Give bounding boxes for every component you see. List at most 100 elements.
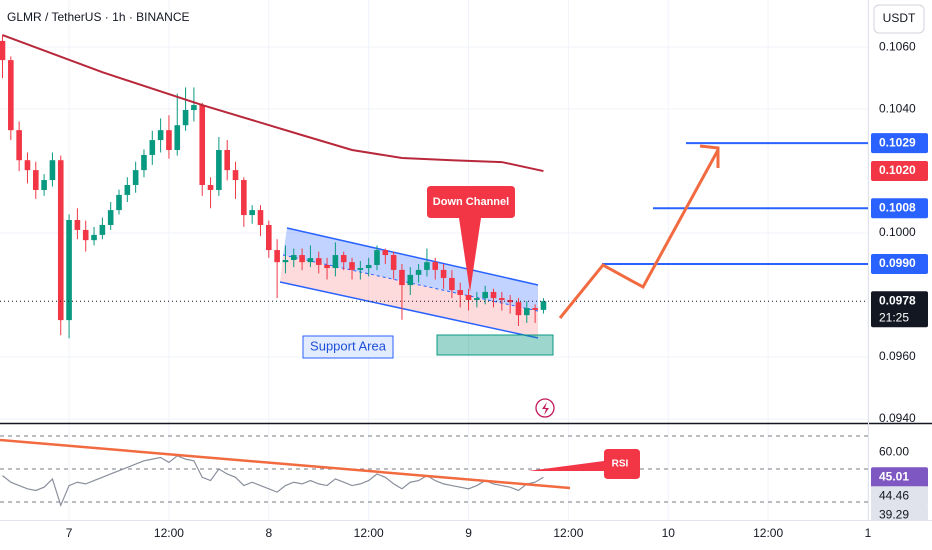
candle-body <box>507 299 513 303</box>
y-tick-label: 0.1040 <box>879 101 916 115</box>
callout-text: Down Channel <box>433 196 509 208</box>
candle-body <box>307 258 314 263</box>
event-icon <box>535 398 555 418</box>
countdown: 21:25 <box>879 310 909 324</box>
candles <box>0 34 868 508</box>
rsi-tick-label: 60.00 <box>879 445 909 459</box>
x-tick-label: 1 <box>865 526 872 540</box>
candle-body <box>232 170 239 181</box>
candle-body <box>399 269 405 286</box>
support-zone <box>436 334 554 356</box>
candle-body <box>116 194 122 211</box>
candle-body <box>349 262 355 270</box>
level-label-box <box>871 133 928 154</box>
candle-body <box>216 149 222 190</box>
rsi-value-box <box>871 467 928 488</box>
candle-body <box>182 110 189 126</box>
channel-lower <box>280 255 538 338</box>
level-label-box <box>871 254 928 275</box>
candle-body <box>315 258 322 265</box>
candle-body <box>523 308 530 316</box>
candle-body <box>174 125 181 150</box>
candle-body <box>224 149 230 171</box>
candle-body <box>66 220 72 321</box>
candle-body <box>99 224 106 235</box>
y-tick-label: 0.1060 <box>879 39 916 53</box>
x-tick-label: 10 <box>662 526 676 540</box>
y-tick-label: 0.0960 <box>879 349 916 363</box>
candle-body <box>532 308 538 310</box>
level-label-box <box>871 198 928 219</box>
candle-body <box>49 160 56 181</box>
x-tick-label: 12:00 <box>354 526 384 540</box>
candle-body <box>166 130 172 150</box>
candle-body <box>107 210 114 225</box>
candle-body <box>407 274 414 286</box>
x-tick-label: 12:00 <box>154 526 184 540</box>
x-tick-label: 8 <box>265 526 272 540</box>
time-axis-bg <box>0 521 932 550</box>
candle-body <box>490 291 497 299</box>
candle-body <box>32 170 39 190</box>
candle-body <box>141 154 147 171</box>
candle-body <box>57 160 64 321</box>
rsi-trendline <box>0 438 571 490</box>
candle-body <box>16 130 22 161</box>
candle-body <box>374 250 380 265</box>
candle-body <box>357 268 364 270</box>
projection-arrowhead <box>699 144 720 168</box>
rsi-band-box <box>871 505 928 526</box>
candle-body <box>0 40 6 61</box>
currency-label[interactable]: USDT <box>883 11 916 25</box>
x-tick-label: 9 <box>465 526 472 540</box>
candle-body <box>74 220 81 230</box>
rsi-callout-text: RSI <box>612 459 629 470</box>
event-icon-bolt <box>542 402 549 415</box>
level-label: 0.1008 <box>879 200 916 214</box>
candle-body <box>274 250 280 263</box>
candle-body <box>365 264 372 269</box>
candle-body <box>91 234 97 241</box>
candle-body <box>290 255 297 260</box>
candle-body <box>515 302 522 316</box>
candle-body <box>382 250 389 256</box>
last-price-label: 0.0978 <box>879 293 916 307</box>
x-tick-label: 12:00 <box>753 526 783 540</box>
candle-body <box>8 60 14 131</box>
currency-box[interactable] <box>873 4 925 34</box>
candle-body <box>457 290 464 296</box>
candle-body <box>299 255 305 263</box>
candle-body <box>82 229 89 241</box>
candle-body <box>449 277 455 291</box>
y-tick-label: 0.1000 <box>879 225 916 239</box>
candle-body <box>124 185 131 195</box>
rsi-line <box>2 455 544 508</box>
candle-body <box>424 262 430 270</box>
candle-body <box>390 255 397 270</box>
candle-body <box>282 259 289 263</box>
support-label: Support Area <box>310 338 387 353</box>
candle-body <box>24 160 31 171</box>
price-axis: 0.1060 0.1040 0.1000 0.0960 0.0940 0.1029 0.10… <box>0 39 932 550</box>
candle-body <box>415 269 422 275</box>
projection-path <box>558 149 720 319</box>
candle-body <box>191 105 197 111</box>
last-price-box <box>871 291 928 328</box>
rsi-band-label: 39.29 <box>879 507 909 521</box>
candle-body <box>440 269 447 278</box>
candle-body <box>149 140 156 155</box>
candle-body <box>157 130 164 141</box>
candle-body <box>241 180 247 216</box>
rsi-band-box <box>871 486 928 507</box>
candle-body <box>340 255 347 263</box>
candle-body <box>257 210 264 225</box>
down-channel-callout <box>427 186 515 292</box>
candle-body <box>499 298 505 300</box>
rsi-callout <box>528 449 640 479</box>
support-label-box <box>302 335 394 359</box>
candle-body <box>482 291 488 299</box>
channel-top <box>286 227 539 286</box>
ma-label-box <box>871 161 928 182</box>
candle-body <box>540 301 547 310</box>
y-tick-label: 0.0940 <box>879 411 916 425</box>
